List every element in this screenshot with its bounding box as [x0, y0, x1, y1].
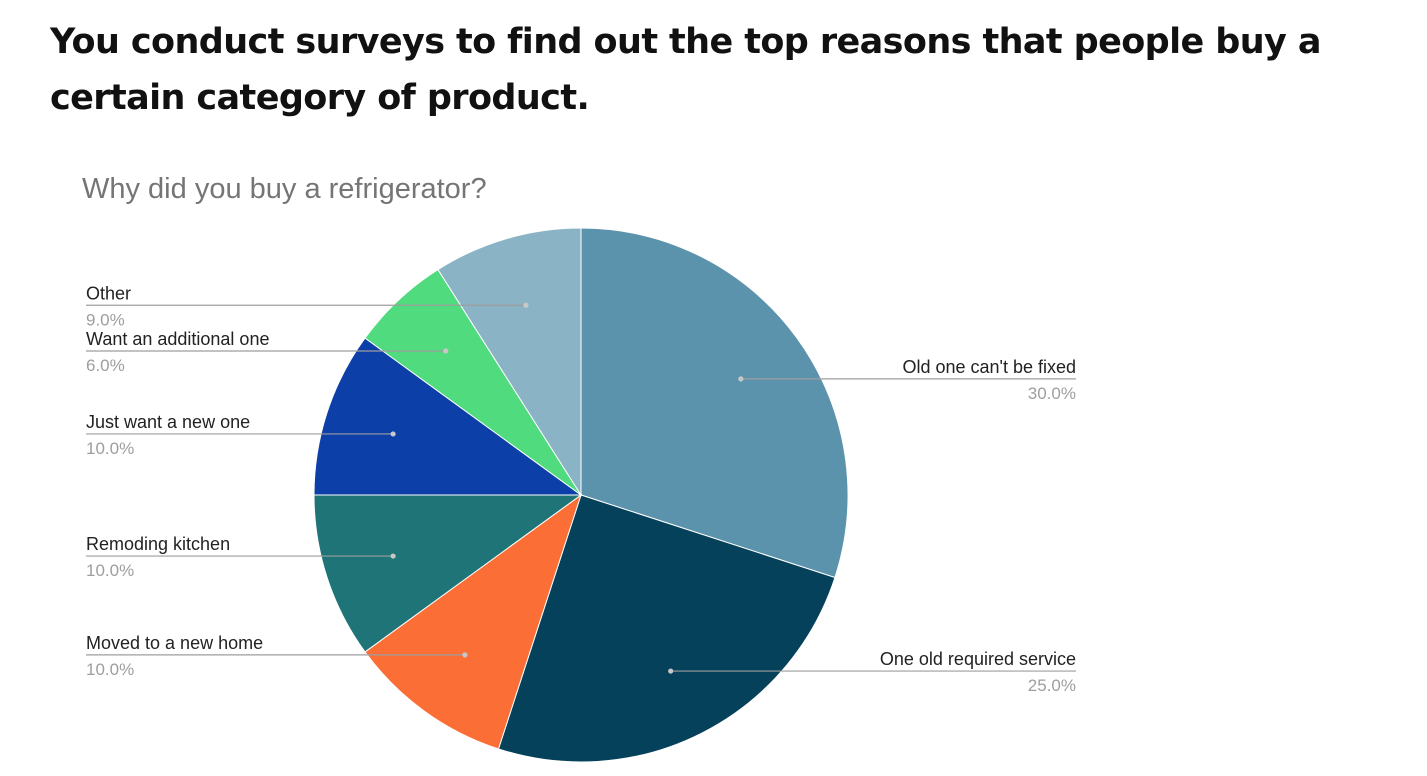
slice-label-want-an-additional-one: Want an additional one: [86, 329, 269, 349]
slice-value-remoding-kitchen: 10.0%: [86, 561, 134, 580]
slice-label-just-want-a-new-one: Just want a new one: [86, 412, 250, 432]
slice-value-old-one-can-t-be-fixed: 30.0%: [1028, 384, 1076, 403]
leader-dot-old-one-can-t-be-fixed: [738, 376, 744, 382]
slice-value-one-old-required-service: 25.0%: [1028, 676, 1076, 695]
slice-labels: Old one can't be fixed 30.0% One old requi…: [86, 283, 1076, 695]
leader-dot-one-old-required-service: [668, 668, 674, 674]
pie-slice-just-want-a-new-one: [313, 337, 583, 496]
leader-dot-remoding-kitchen: [390, 553, 396, 559]
slice-label-other: Other: [86, 283, 131, 303]
slice-value-other: 9.0%: [86, 310, 125, 329]
slice-value-moved-to-a-new-home: 10.0%: [86, 660, 134, 679]
pie-slice-one-old-required-service: [497, 494, 836, 763]
slice-label-remoding-kitchen: Remoding kitchen: [86, 534, 230, 554]
leader-dot-other: [523, 302, 529, 308]
leader-dot-want-an-additional-one: [443, 348, 449, 354]
slice-value-just-want-a-new-one: 10.0%: [86, 439, 134, 458]
pie-slice-old-one-can-t-be-fixed: [580, 227, 849, 579]
leader-dot-just-want-a-new-one: [390, 431, 396, 437]
slide-heading: You conduct surveys to find out the top …: [50, 22, 1321, 118]
slice-value-want-an-additional-one: 6.0%: [86, 356, 125, 375]
pie-slice-remoding-kitchen: [313, 494, 583, 653]
leader-dot-moved-to-a-new-home: [462, 652, 468, 658]
slice-label-old-one-can-t-be-fixed: Old one can't be fixed: [902, 357, 1076, 377]
slice-label-one-old-required-service: One old required service: [880, 649, 1076, 669]
slice-label-moved-to-a-new-home: Moved to a new home: [86, 633, 263, 653]
chart-title: Why did you buy a refrigerator?: [82, 173, 487, 205]
pie-slices: [313, 227, 849, 763]
pie-slice-other: [437, 227, 582, 497]
pie-slice-moved-to-a-new-home: [364, 493, 582, 750]
